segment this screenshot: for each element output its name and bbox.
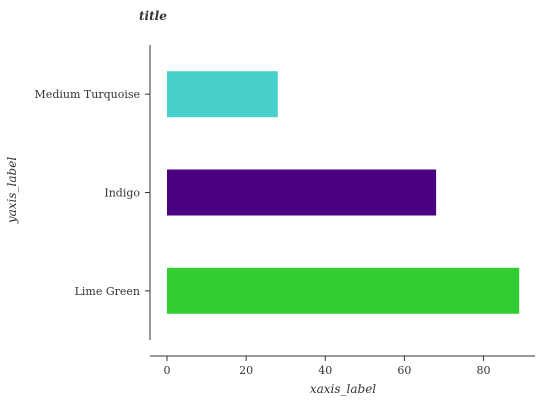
x-tick-label: 40 (318, 364, 332, 377)
x-tick-label: 20 (239, 364, 253, 377)
bar (167, 267, 520, 314)
x-axis: 0 20 40 60 80 (150, 355, 535, 377)
x-tick-label: 0 (164, 364, 171, 377)
chart-title: title (139, 9, 167, 23)
bar (167, 71, 278, 118)
y-tick-label: Medium Turquoise (35, 88, 140, 101)
y-tick-label: Indigo (104, 187, 140, 200)
bars-group (167, 71, 520, 314)
x-tick-label: 60 (397, 364, 411, 377)
bar (167, 169, 437, 216)
y-axis-label: yaxis_label (5, 157, 19, 224)
y-axis: Lime Green Indigo Medium Turquoise (35, 45, 151, 340)
x-tick-label: 80 (477, 364, 491, 377)
y-tick-label: Lime Green (75, 285, 140, 298)
x-axis-label: xaxis_label (310, 382, 376, 396)
